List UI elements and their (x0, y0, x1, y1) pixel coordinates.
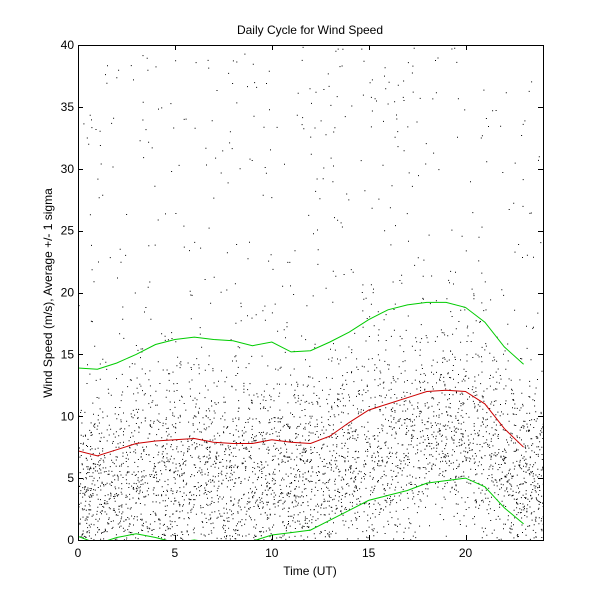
y-tick-label: 30 (61, 162, 75, 176)
series-lines (78, 301, 524, 540)
y-tick-label: 0 (67, 533, 74, 547)
chart-title: Daily Cycle for Wind Speed (237, 23, 383, 37)
x-axis-label: Time (UT) (283, 564, 337, 578)
y-axis-ticks: 0 5 10 15 20 25 30 35 40 (61, 38, 543, 547)
upper-sigma-line (78, 301, 524, 370)
y-tick-label: 15 (61, 347, 75, 361)
x-tick-label: 15 (362, 546, 376, 560)
y-tick-label: 10 (61, 409, 75, 423)
y-tick-label: 35 (61, 100, 75, 114)
mean-line (78, 389, 524, 457)
y-tick-label: 20 (61, 286, 75, 300)
y-tick-label: 5 (67, 471, 74, 485)
x-tick-label: 20 (459, 546, 473, 560)
x-tick-label: 10 (265, 546, 279, 560)
lower-sigma-line (78, 477, 524, 540)
x-axis-ticks: 0 5 10 15 20 (75, 45, 473, 560)
x-tick-label: 5 (172, 546, 179, 560)
y-axis-label: Wind Speed (m/s), Average +/- 1 sigma (41, 188, 55, 398)
y-tick-label: 40 (61, 38, 75, 52)
x-tick-label: 0 (75, 546, 82, 560)
y-tick-label: 25 (61, 224, 75, 238)
